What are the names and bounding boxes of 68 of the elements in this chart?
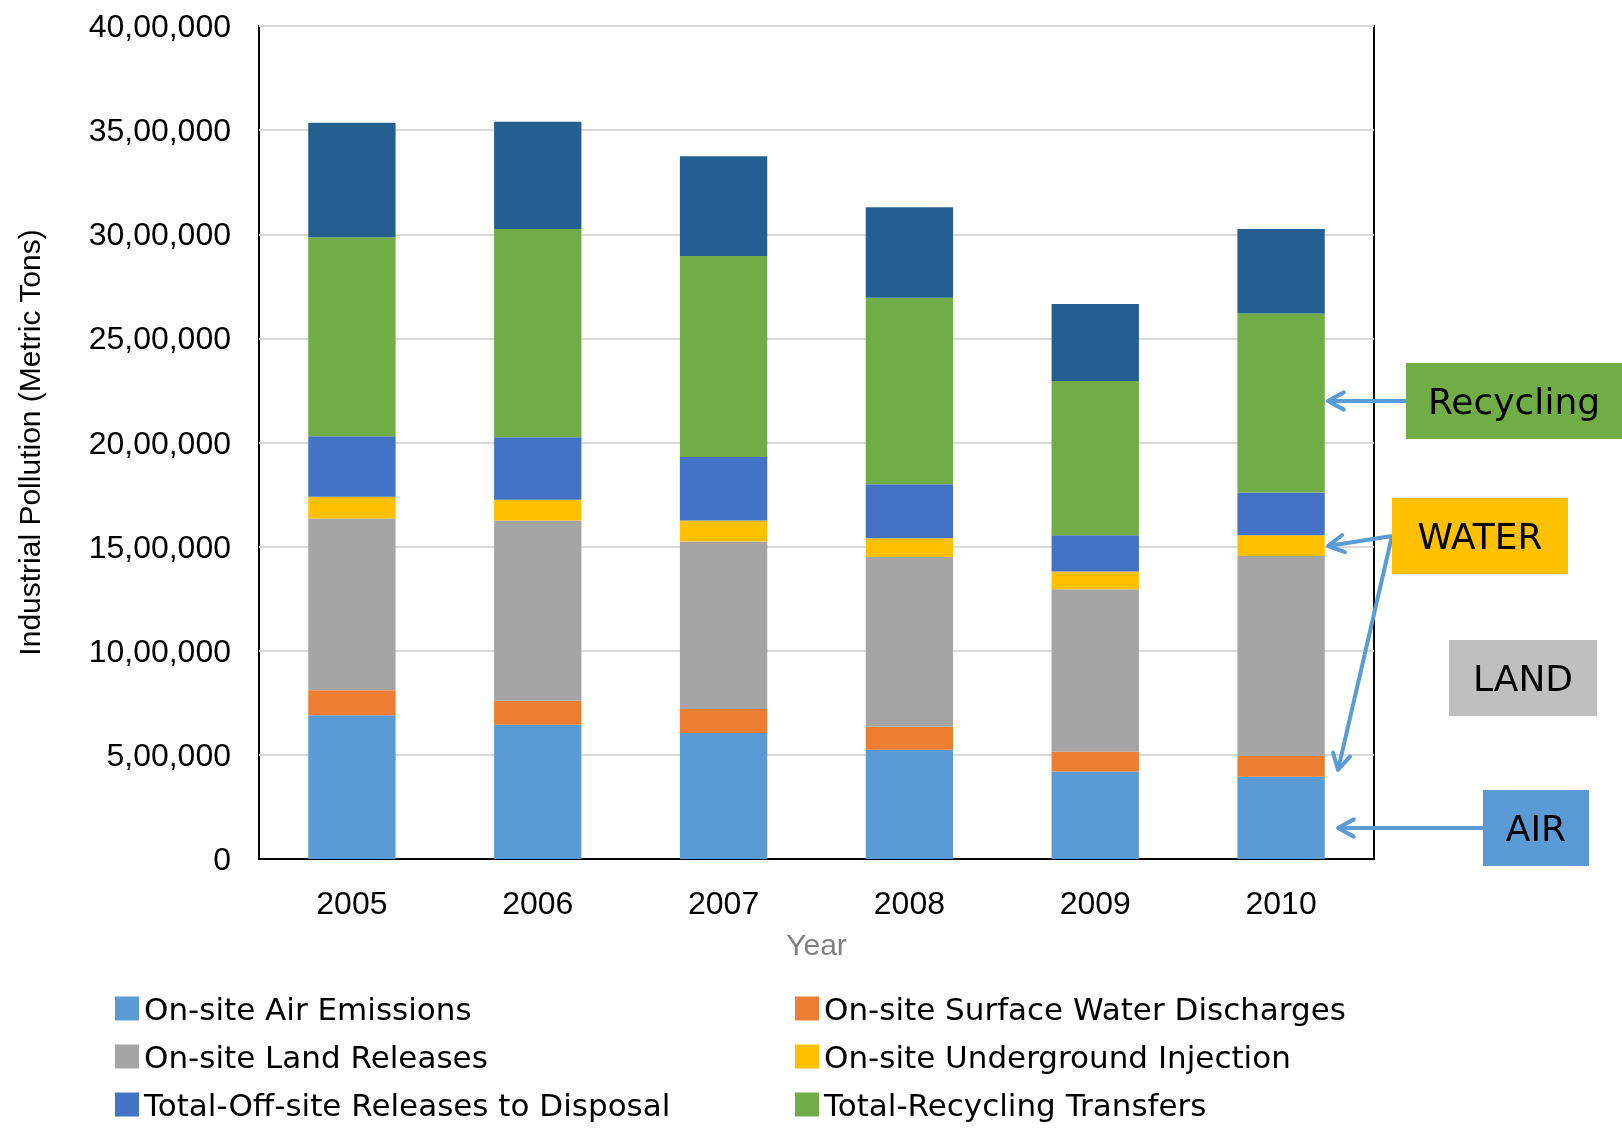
bar <box>1051 589 1139 752</box>
bar <box>308 436 396 497</box>
y-tick-label: 10,00,000 <box>88 632 231 669</box>
bar <box>494 724 582 859</box>
bar <box>308 690 396 716</box>
bar <box>865 726 954 750</box>
legend-label: On-site Land Releases <box>144 1038 488 1075</box>
x-tick-label: 2005 <box>316 885 388 921</box>
bar <box>1051 535 1139 572</box>
x-axis-title: Year <box>786 927 847 961</box>
bar <box>679 156 768 257</box>
bar <box>308 518 396 691</box>
y-tick-label: 25,00,000 <box>88 320 231 357</box>
bar <box>865 749 954 859</box>
bar <box>308 496 396 519</box>
x-tick-label: 2010 <box>1245 885 1317 921</box>
bar <box>679 733 768 859</box>
bar <box>1237 313 1325 493</box>
bar <box>308 715 396 859</box>
bar <box>679 541 768 710</box>
bar <box>1237 492 1325 536</box>
y-axis-title: Industrial Pollution (Metric Tons) <box>12 229 46 656</box>
y-tick-label: 40,00,000 <box>88 8 231 44</box>
bar <box>494 520 582 701</box>
y-tick-label: 5,00,000 <box>106 736 231 773</box>
x-tick-label: 2007 <box>687 885 760 921</box>
bar <box>1051 571 1139 590</box>
x-tick-label: 2008 <box>873 885 946 921</box>
bar <box>1051 381 1139 536</box>
bar <box>494 700 582 725</box>
bar <box>1237 229 1325 314</box>
legend-label: On-site Surface Water Discharges <box>824 990 1346 1027</box>
bar <box>308 237 396 437</box>
bar <box>1051 771 1139 859</box>
bar <box>865 207 954 298</box>
bar <box>308 122 396 238</box>
y-tick-label: 35,00,000 <box>88 112 231 149</box>
bar <box>494 437 582 500</box>
legend-label: On-site Underground Injection <box>824 1038 1291 1075</box>
bar <box>494 499 582 521</box>
bar <box>1051 751 1139 772</box>
bar <box>494 229 582 438</box>
bar <box>679 457 768 521</box>
legend-label: On-site Air Emissions <box>144 990 472 1027</box>
bar <box>865 538 954 558</box>
bar <box>1237 755 1325 777</box>
legend-label: Total-Off-site Releases to Disposal <box>143 1086 671 1123</box>
text: WATER <box>1417 515 1543 557</box>
legend-label: Total-Recycling Transfers <box>823 1086 1207 1123</box>
y-tick-label: 30,00,000 <box>88 216 231 253</box>
text: Recycling <box>1427 380 1601 422</box>
x-tick-label: 2006 <box>502 885 574 921</box>
y-tick-label: 0 <box>213 841 231 877</box>
bar <box>679 520 768 542</box>
bar <box>679 709 768 734</box>
bar <box>679 256 768 458</box>
text: AIR <box>1505 807 1567 849</box>
y-tick-label: 20,00,000 <box>88 424 231 461</box>
bar <box>1051 304 1139 382</box>
bar <box>865 484 954 539</box>
bar <box>494 121 582 230</box>
bar <box>865 557 954 727</box>
x-tick-label: 2009 <box>1059 885 1131 921</box>
bar <box>1237 556 1325 756</box>
text: LAND <box>1472 657 1574 699</box>
bar <box>1237 776 1325 859</box>
y-tick-label: 15,00,000 <box>88 528 231 565</box>
bar <box>865 297 954 485</box>
